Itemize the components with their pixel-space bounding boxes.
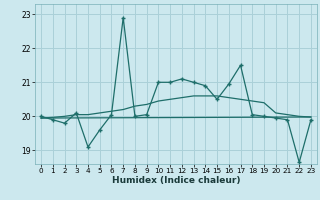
X-axis label: Humidex (Indice chaleur): Humidex (Indice chaleur)	[112, 176, 240, 185]
